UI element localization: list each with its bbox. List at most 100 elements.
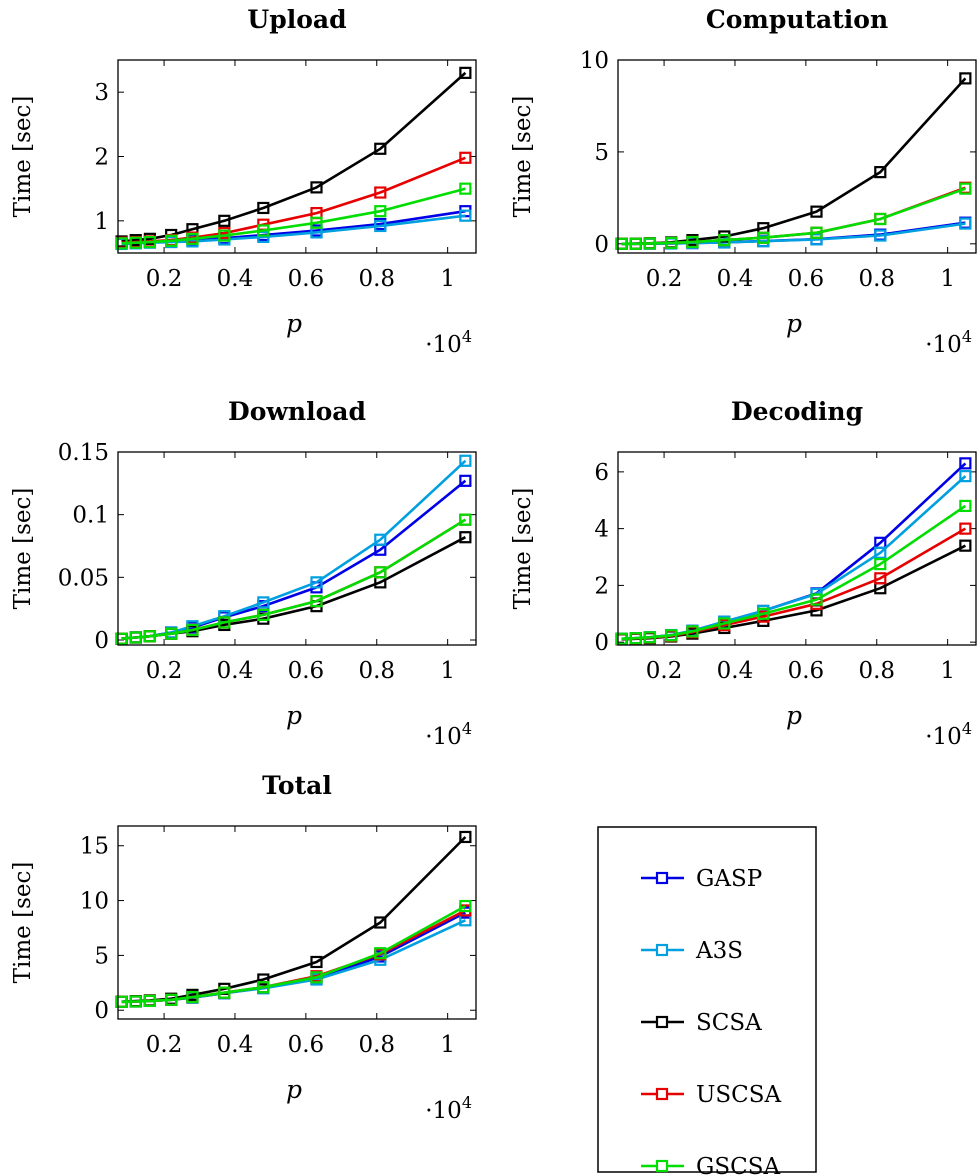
y-tick-label: 0.05: [58, 565, 109, 591]
data-point-uscsa: [874, 572, 887, 585]
legend-label-gasp: GASP: [696, 866, 762, 892]
data-point-a3s: [310, 576, 323, 589]
data-point-gscsa: [874, 212, 887, 226]
axes-frame: [117, 825, 477, 1020]
data-point-gscsa: [810, 226, 823, 239]
data-point-scsa: [459, 531, 472, 544]
data-point-a3s: [257, 596, 270, 609]
y-tick-label: 0: [594, 630, 609, 656]
legend-item-scsa: SCSA: [641, 1010, 762, 1036]
data-point-a3s: [874, 229, 887, 242]
x-tick-label: 0.6: [288, 1032, 325, 1058]
data-point-scsa: [257, 201, 270, 215]
y-axis-label: Time [sec]: [10, 862, 36, 984]
chart-title: Download: [228, 397, 366, 426]
y-tick-label: 0: [594, 232, 609, 258]
data-point-gscsa: [459, 899, 472, 913]
data-point-scsa: [218, 214, 231, 227]
data-point-gscsa: [629, 237, 642, 250]
x-tick-label: 0.4: [217, 658, 254, 684]
data-point-uscsa: [374, 186, 387, 199]
series-line-scsa: [121, 836, 467, 1003]
axes-frame: [117, 451, 477, 646]
plot-area: [115, 454, 472, 645]
x-tick-label: 0.4: [717, 266, 754, 292]
data-point-gscsa: [218, 986, 231, 999]
data-point-gscsa: [718, 234, 731, 247]
chart-title: Total: [262, 771, 332, 800]
series-line-scsa: [121, 71, 467, 243]
data-point-gscsa: [643, 237, 657, 250]
x-tick-label: 0.6: [788, 658, 825, 684]
data-point-gscsa: [718, 617, 731, 630]
legend-marker-a3s: [655, 943, 669, 957]
data-point-a3s: [374, 533, 387, 546]
data-point-a3s: [810, 233, 823, 246]
data-point-gscsa: [186, 232, 199, 245]
data-point-gscsa: [186, 623, 199, 637]
x-tick-label: 0.8: [858, 658, 895, 684]
y-tick-label: 1: [94, 209, 109, 235]
data-point-gscsa: [257, 608, 270, 622]
series-line-gasp: [121, 479, 467, 640]
data-point-gscsa: [218, 229, 231, 242]
y-tick-label: 2: [594, 573, 609, 599]
data-point-scsa: [810, 205, 823, 218]
data-point-gscsa: [143, 235, 157, 249]
data-point-scsa: [374, 916, 387, 929]
x-tick-label: 0.4: [217, 1032, 254, 1058]
x-tick-label: 0.2: [146, 1032, 183, 1058]
y-tick-label: 0: [94, 628, 109, 654]
x-axis-label: p: [786, 701, 802, 730]
data-point-a3s: [874, 546, 887, 559]
y-tick-label: 6: [594, 460, 609, 486]
data-point-gscsa: [257, 981, 270, 994]
data-point-a3s: [459, 209, 472, 222]
x-scale-multiplier: ·104: [425, 1093, 472, 1124]
y-tick-label: 3: [94, 80, 109, 106]
data-point-gscsa: [629, 632, 642, 645]
data-point-gscsa: [310, 216, 323, 229]
data-point-gscsa: [459, 513, 472, 526]
data-point-gscsa: [374, 205, 387, 218]
y-tick-label: 0.1: [72, 503, 109, 529]
data-point-gscsa: [374, 947, 387, 960]
x-tick-label: 0.8: [358, 1032, 395, 1058]
data-point-gscsa: [615, 237, 628, 250]
plot-area: [615, 457, 972, 646]
data-point-gscsa: [665, 629, 678, 642]
data-point-gasp: [959, 457, 972, 470]
data-point-uscsa: [459, 151, 472, 164]
data-point-a3s: [374, 219, 387, 233]
x-tick-label: 0.2: [146, 658, 183, 684]
legend-label-a3s: A3S: [695, 938, 743, 964]
data-point-gscsa: [686, 235, 699, 249]
data-point-gscsa: [757, 607, 770, 620]
y-tick-label: 15: [80, 834, 109, 860]
legend-marker-gasp: [655, 871, 669, 885]
series-line-a3s: [121, 919, 466, 1004]
series-line-scsa: [621, 77, 967, 246]
data-point-gscsa: [129, 995, 142, 1008]
chart-decoding: Decoding 0.2 0.4 0.6 0.8 1 0 2 4 6 p Time [sec] ·104: [510, 397, 977, 750]
chart-panels: Upload 0.2 0.4 0.6 0.8 1 1 2 3 p Time [sec] ·104 Com…: [10, 5, 977, 1124]
data-point-a3s: [257, 230, 270, 244]
y-axis-label: Time [sec]: [10, 488, 36, 610]
y-tick-label: 0: [94, 998, 109, 1024]
data-point-gscsa: [686, 625, 699, 638]
x-tick-label: 0.8: [858, 266, 895, 292]
data-point-gscsa: [165, 234, 178, 247]
x-tick-label: 1: [440, 658, 455, 684]
legend-item-uscsa: USCSA: [641, 1082, 781, 1108]
data-point-scsa: [257, 973, 270, 986]
data-point-gscsa: [959, 499, 972, 513]
x-axis-label: p: [786, 309, 802, 338]
y-tick-label: 4: [594, 517, 609, 543]
data-point-gscsa: [615, 632, 628, 645]
chart-download: Download 0.2 0.4 0.6 0.8 1 0 0.05 0.1 0.15 p Time […: [10, 397, 477, 750]
x-axis-label: p: [286, 309, 302, 338]
x-scale-multiplier: ·104: [425, 719, 472, 750]
data-point-gscsa: [810, 593, 823, 606]
data-point-scsa: [959, 72, 972, 85]
